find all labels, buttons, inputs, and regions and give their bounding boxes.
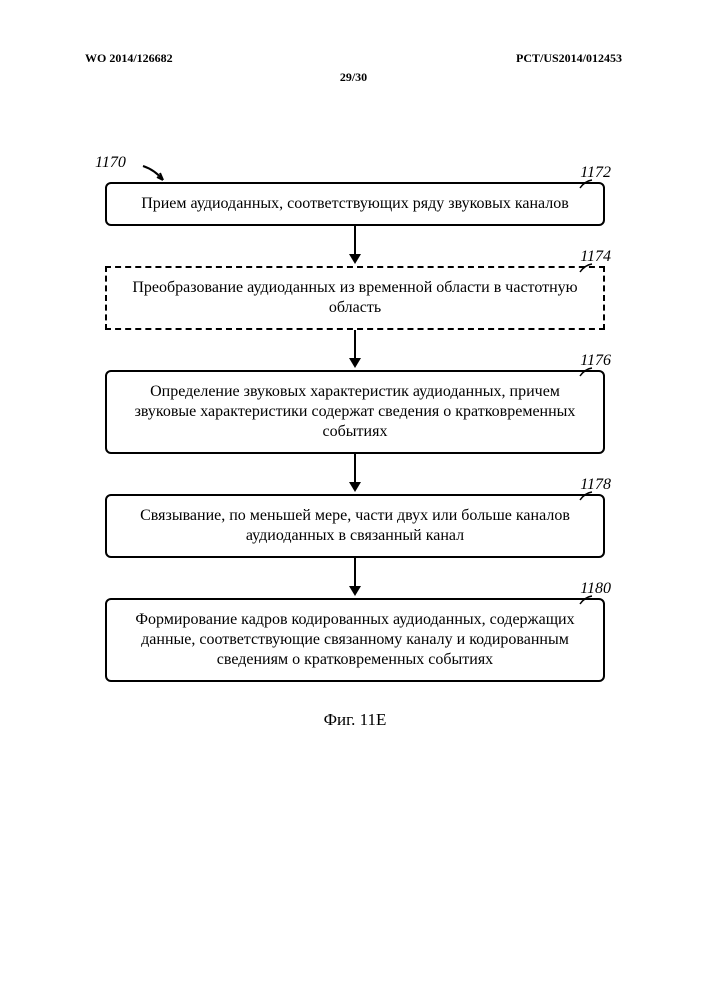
step-reference-label: 1172 <box>580 164 611 182</box>
header-left: WO 2014/126682 <box>85 51 173 66</box>
patent-page: WO 2014/126682 PCT/US2014/012453 29/30 1… <box>0 0 707 1000</box>
step-reference-label: 1176 <box>580 352 611 370</box>
header-right: PCT/US2014/012453 <box>516 51 622 66</box>
flowchart-step: 1178 Связывание, по меньшей мере, части … <box>105 494 605 558</box>
connector-arrow-icon <box>105 558 605 598</box>
step-box-optional: Преобразование аудиоданных из временной … <box>105 266 605 330</box>
start-reference-label: 1170 <box>95 154 126 172</box>
page-number: 29/30 <box>0 70 707 85</box>
flowchart-step: 1172 Прием аудиоданных, соответствующих … <box>105 182 605 226</box>
start-arrow-icon <box>141 164 167 184</box>
connector-arrow-icon <box>105 330 605 370</box>
step-reference-label: 1178 <box>580 476 611 494</box>
flowchart-step: 1180 Формирование кадров кодированных ау… <box>105 598 605 682</box>
figure-caption: Фиг. 11E <box>105 710 605 730</box>
step-box: Определение звуковых характеристик аудио… <box>105 370 605 454</box>
connector-arrow-icon <box>105 226 605 266</box>
connector-arrow-icon <box>105 454 605 494</box>
step-reference-label: 1180 <box>580 580 611 598</box>
step-reference-label: 1174 <box>580 248 611 266</box>
flowchart-step: 1174 Преобразование аудиоданных из време… <box>105 266 605 330</box>
flowchart: 1170 1172 Прием аудиоданных, соответству… <box>105 160 605 730</box>
step-box: Формирование кадров кодированных аудиода… <box>105 598 605 682</box>
step-box: Прием аудиоданных, соответствующих ряду … <box>105 182 605 226</box>
flowchart-step: 1176 Определение звуковых характеристик … <box>105 370 605 454</box>
step-box: Связывание, по меньшей мере, части двух … <box>105 494 605 558</box>
